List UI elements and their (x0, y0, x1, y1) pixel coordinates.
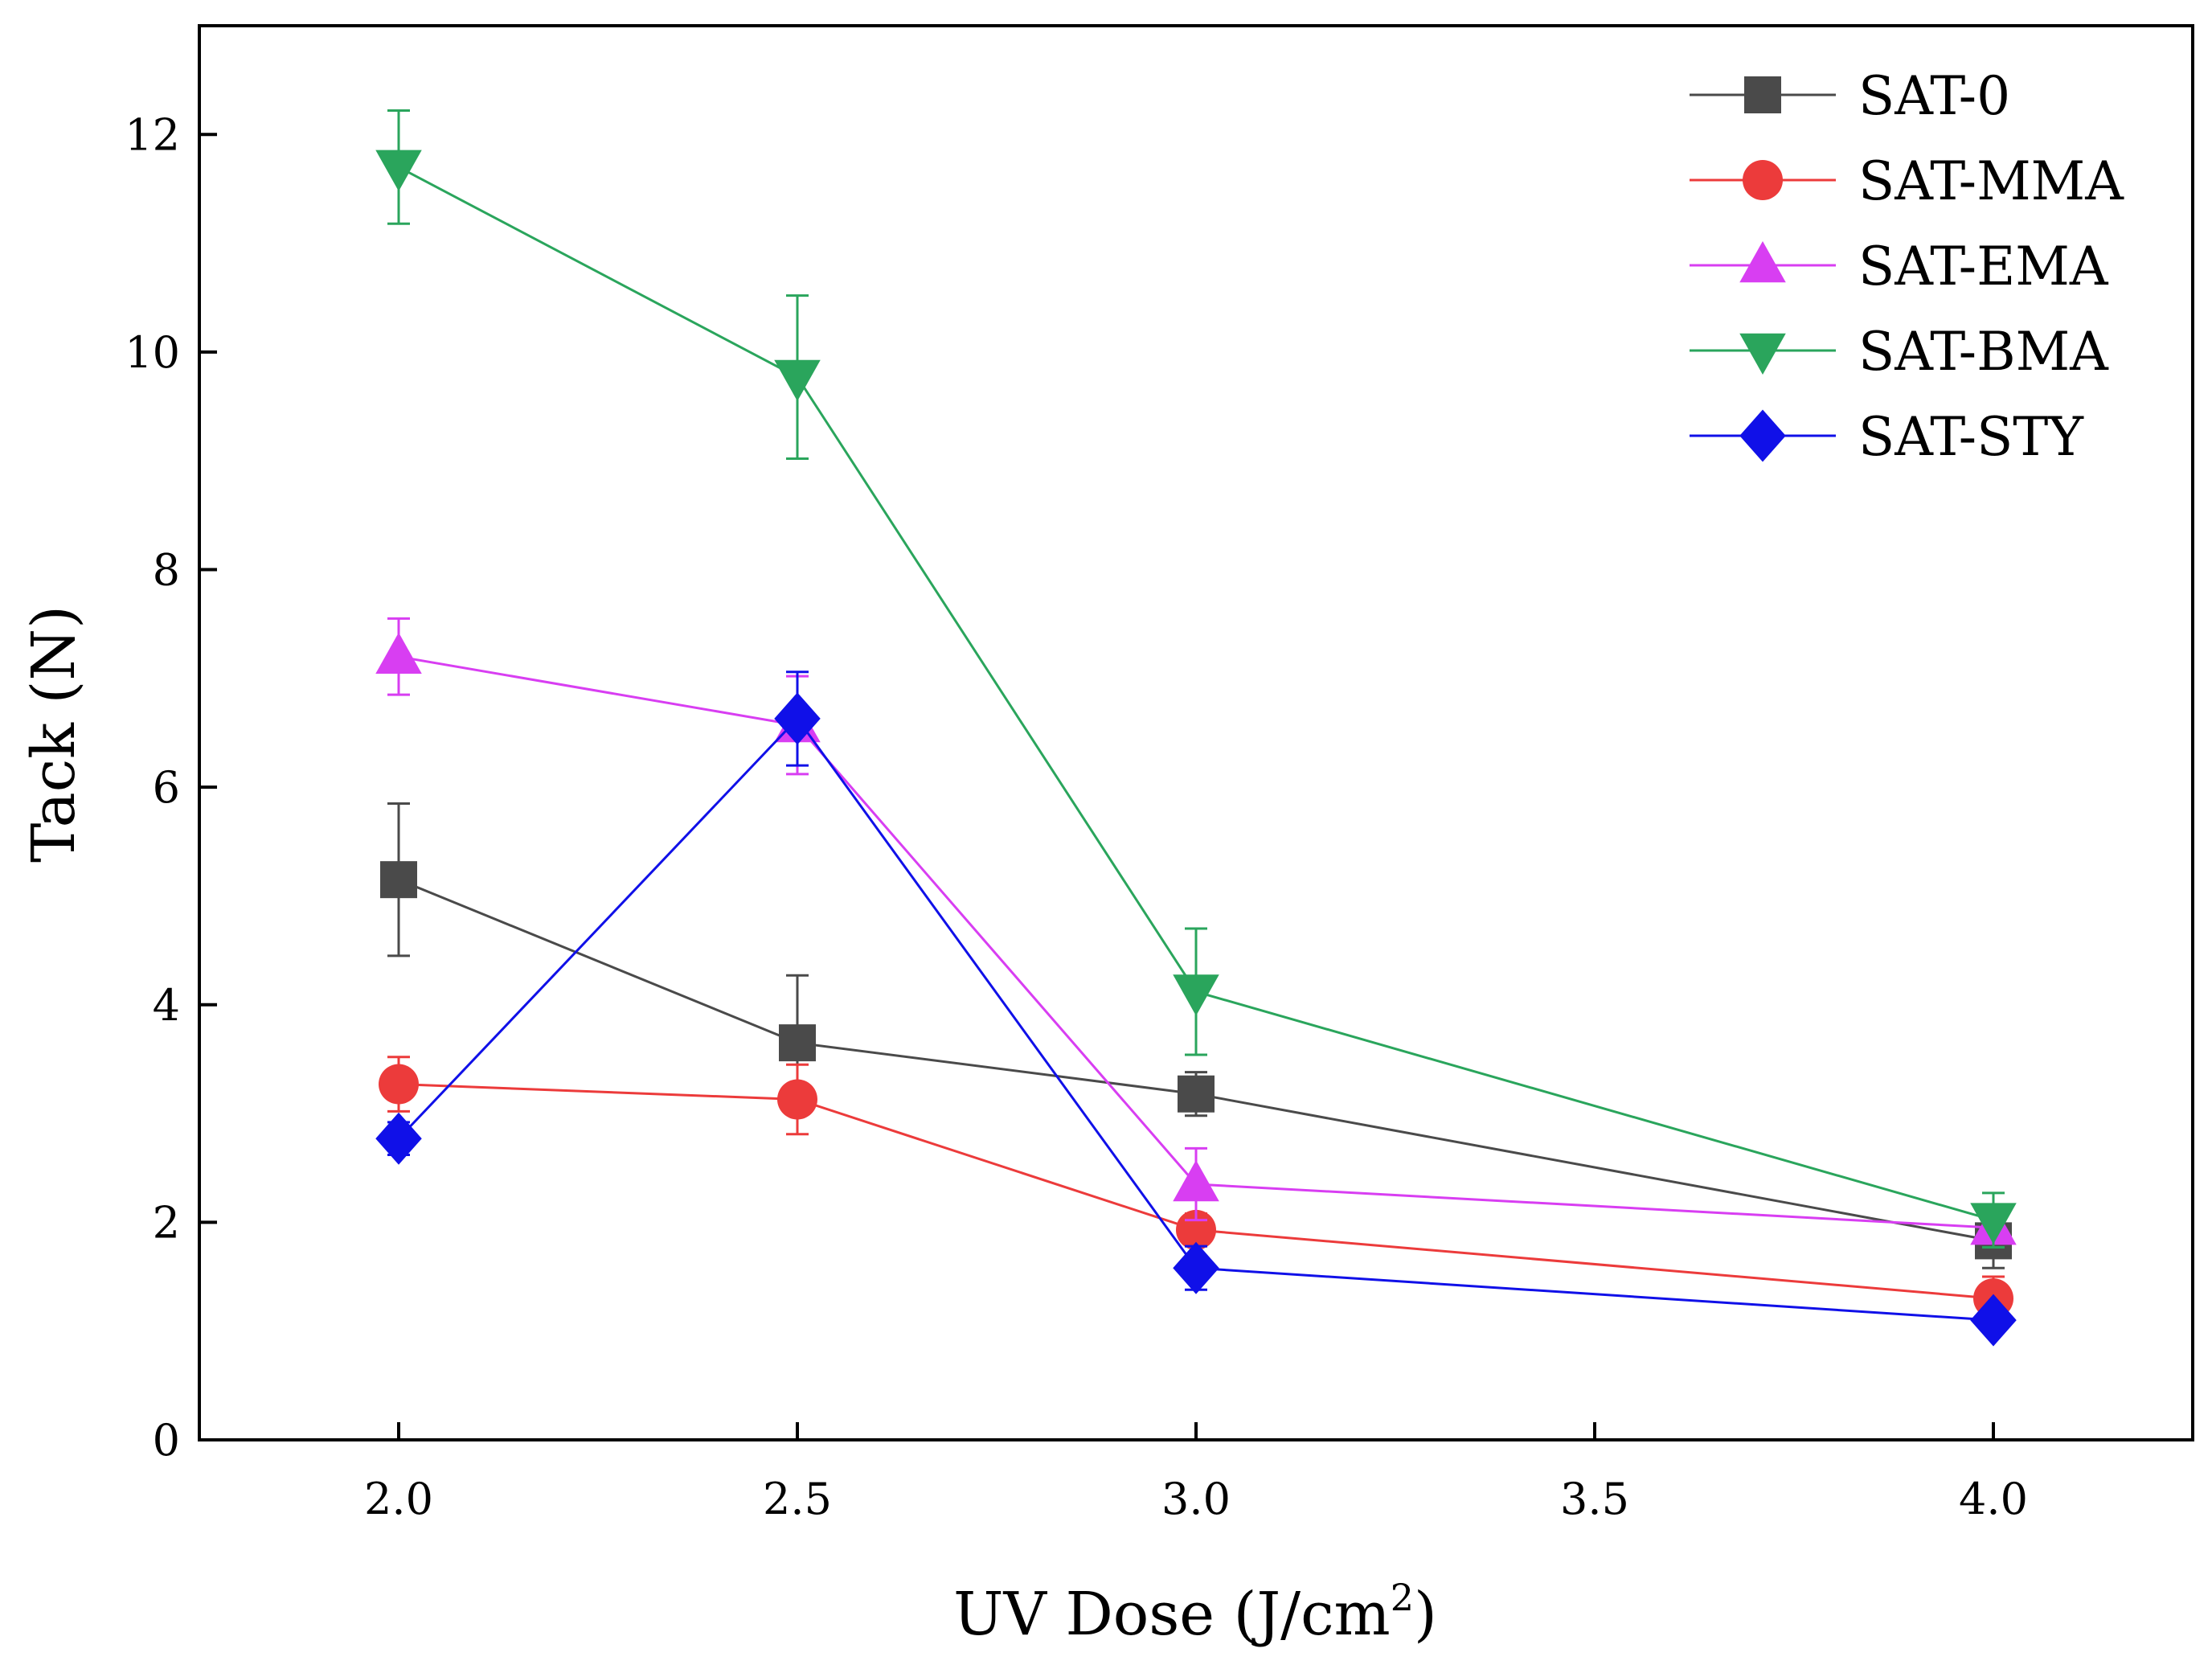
y-tick-label: 10 (125, 327, 180, 378)
x-axis-title: UV Dose (J/cm2) (953, 1576, 1437, 1649)
data-point (1970, 1203, 2017, 1245)
data-point (1173, 1160, 1219, 1202)
data-point (380, 861, 417, 899)
legend-marker (1744, 76, 1781, 113)
data-point (774, 692, 821, 745)
legend-item-sat-bma: SAT-BMA (1690, 321, 2109, 383)
y-tick-label: 2 (153, 1197, 180, 1248)
data-point (375, 1112, 422, 1165)
y-axis-title: Tack (N) (19, 605, 88, 863)
legend-marker (1739, 241, 1786, 283)
y-tick-label: 4 (153, 980, 180, 1031)
legend: SAT-0 SAT-MMA SAT-EMA SAT-BMA SAT-STY (1690, 65, 2124, 468)
series-line (398, 878, 1994, 1242)
legend-label: SAT-MMA (1858, 150, 2124, 212)
legend-item-sat-mma: SAT-MMA (1690, 150, 2124, 212)
series-line (398, 166, 1994, 1222)
data-point (1173, 974, 1219, 1016)
series-line (397, 716, 1994, 1322)
axis-ticks: 0 2 4 6 8 10 12 2.0 2.5 3.0 3.5 4.0 (125, 109, 2028, 1524)
data-point (1173, 1241, 1219, 1294)
series-line (398, 1083, 1994, 1300)
series-sat-sty (375, 670, 2017, 1347)
x-tick-label: 2.5 (763, 1474, 832, 1524)
legend-label: SAT-EMA (1858, 236, 2109, 297)
x-tick-label: 4.0 (1959, 1474, 2028, 1524)
y-tick-label: 0 (153, 1415, 180, 1466)
data-point (777, 1079, 817, 1120)
legend-item-sat-ema: SAT-EMA (1690, 236, 2109, 297)
y-tick-label: 8 (153, 545, 180, 596)
series-layer (375, 109, 2017, 1347)
x-tick-label: 2.0 (364, 1474, 433, 1524)
data-point (375, 632, 422, 675)
data-point (1970, 1294, 2017, 1347)
x-axis-title-superscript: 2 (1391, 1576, 1414, 1619)
data-point (379, 1064, 419, 1105)
legend-marker (1743, 160, 1783, 200)
series-line (398, 655, 1994, 1229)
legend-label: SAT-0 (1858, 65, 2010, 127)
series-sat-bma (375, 109, 2017, 1249)
legend-label: SAT-STY (1858, 406, 2084, 468)
legend-marker (1739, 409, 1786, 462)
data-point (774, 359, 821, 402)
x-tick-label: 3.0 (1161, 1474, 1231, 1524)
legend-item-sat-sty: SAT-STY (1690, 406, 2084, 468)
data-point (1178, 1075, 1215, 1113)
y-tick-label: 12 (125, 109, 180, 160)
data-point (375, 150, 422, 191)
y-tick-label: 6 (153, 762, 180, 813)
x-tick-label: 3.5 (1560, 1474, 1629, 1524)
data-point (779, 1024, 816, 1062)
legend-label: SAT-BMA (1858, 321, 2109, 383)
legend-marker (1739, 333, 1786, 375)
legend-item-sat-0: SAT-0 (1690, 65, 2010, 127)
